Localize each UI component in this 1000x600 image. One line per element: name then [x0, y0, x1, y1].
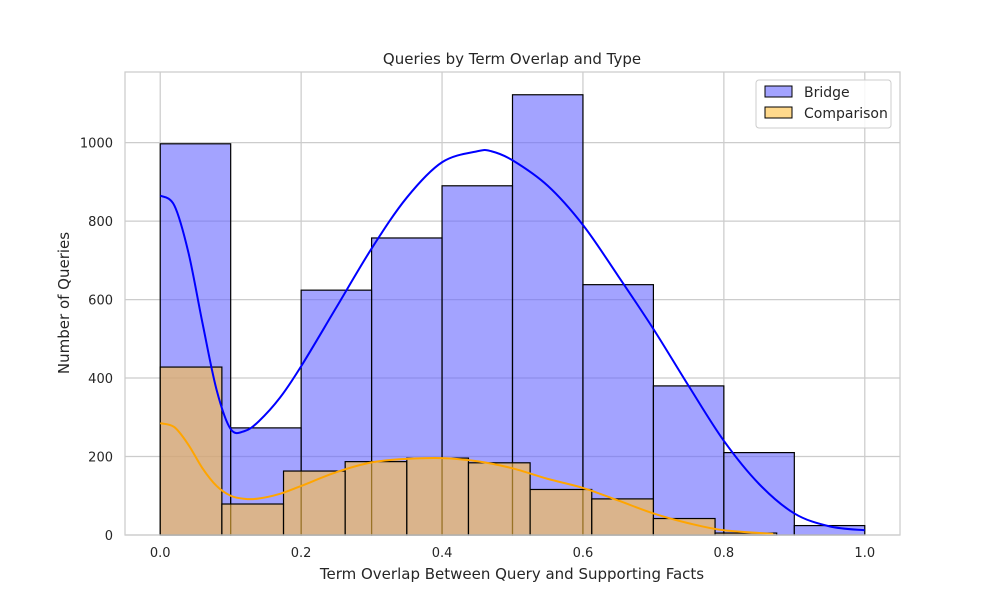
comparison-bar-5: [467, 462, 531, 536]
comparison-bar-4: [406, 457, 470, 536]
plot-frame: [124, 71, 901, 536]
y-axis-title: Number of Queries: [55, 232, 73, 374]
y-tick-label-1: 200: [88, 451, 113, 466]
comparison-bar-3: [344, 461, 408, 536]
legend: Bridge Comparison: [755, 79, 892, 129]
bridge-bar-7: [652, 385, 725, 536]
x-axis-title: Term Overlap Between Query and Supportin…: [319, 565, 704, 583]
y-tick-label-5: 1000: [80, 137, 113, 152]
comparison-kde-line: [159, 422, 774, 535]
x-tick-label-3: 0.6: [573, 546, 594, 561]
bridge-kde-line: [159, 149, 865, 532]
legend-label-comparison: Comparison: [804, 106, 888, 122]
x-tick-label-5: 1.0: [854, 546, 875, 561]
legend-swatch-comparison: [764, 106, 793, 119]
x-tick-label-2: 0.4: [432, 546, 453, 561]
legend-label-bridge: Bridge: [804, 85, 850, 101]
y-tick-label-4: 800: [88, 215, 113, 230]
bridge-bar-6: [582, 284, 655, 536]
bars-layer: [159, 94, 866, 536]
x-tick-label-4: 0.8: [714, 546, 735, 561]
bridge-bar-8: [723, 452, 795, 536]
comparison-bar-6: [529, 488, 593, 536]
y-tick-label-2: 400: [88, 372, 113, 387]
comparison-bar-0: [159, 366, 223, 536]
chart-title: Queries by Term Overlap and Type: [383, 50, 641, 68]
y-tick-label-3: 600: [88, 294, 113, 309]
ticks-layer: 0.0 0.2 0.4 0.6 0.8 1.0 0 200 400 600 800 1000: [80, 137, 875, 561]
y-tick-label-0: 0: [105, 529, 113, 544]
comparison-bar-7: [591, 498, 655, 536]
x-tick-label-1: 0.2: [291, 546, 312, 561]
x-tick-label-0: 0.0: [150, 546, 171, 561]
legend-swatch-bridge: [764, 85, 793, 98]
comparison-bar-1: [221, 503, 285, 536]
kde-layer: [159, 149, 865, 535]
